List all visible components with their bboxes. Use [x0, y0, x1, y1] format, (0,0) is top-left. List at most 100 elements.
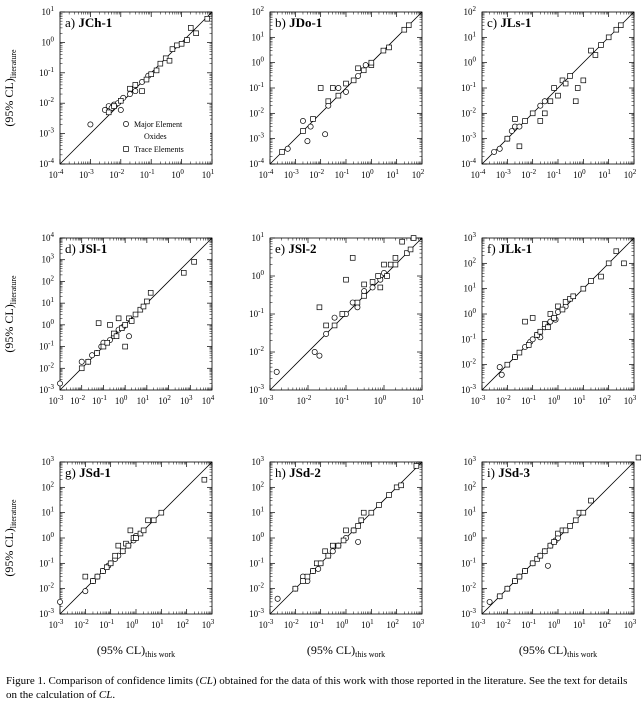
trace-element-point	[132, 82, 139, 88]
trace-element-point	[542, 321, 548, 327]
legend-square-label: Trace Elements	[134, 145, 184, 154]
x-tick-label: 10-1	[92, 394, 107, 406]
trace-element-point	[178, 41, 185, 47]
trace-element-point	[325, 552, 332, 559]
trace-element-point	[174, 42, 180, 49]
trace-element-point	[605, 34, 612, 41]
trace-element-point	[377, 284, 384, 291]
x-tick-label: 102	[158, 394, 171, 406]
x-tick-label: 102	[412, 168, 425, 180]
trace-element-point	[148, 71, 154, 77]
major-oxide-point	[349, 299, 356, 306]
y-tick-label: 10-2	[39, 582, 54, 594]
x-tick-label: 100	[573, 168, 586, 180]
trace-element-point	[522, 318, 528, 325]
trace-element-point	[360, 509, 367, 516]
trace-element-point	[361, 281, 367, 288]
trace-element-point	[551, 85, 557, 91]
y-tick-label: 101	[252, 231, 265, 243]
trace-element-point	[613, 26, 620, 33]
x-tick-label: 101	[361, 618, 374, 630]
trace-element-point	[107, 560, 114, 567]
trace-element-point	[555, 303, 561, 310]
x-tick-label: 10-2	[496, 618, 511, 630]
trace-element-point	[516, 143, 523, 150]
trace-element-point	[125, 542, 132, 549]
trace-element-point	[147, 290, 154, 296]
panel-label-h: h) JSd-2	[275, 465, 321, 480]
trace-element-point	[547, 98, 554, 104]
y-tick-label: 101	[464, 30, 477, 42]
trace-element-point	[193, 30, 199, 36]
y-tick-label: 100	[464, 56, 477, 68]
major-oxide-point	[316, 352, 323, 359]
trace-element-point	[128, 318, 135, 324]
trace-element-point	[516, 349, 523, 356]
trace-element-point	[512, 116, 518, 122]
y-tick-label: 103	[42, 455, 55, 467]
y-tick-label: 10-3	[39, 607, 54, 619]
y-tick-label: 10-3	[249, 132, 264, 144]
panel-label-c: c) JLs-1	[487, 15, 531, 30]
y-tick-label: 101	[42, 5, 55, 17]
panel-a: 10-4 10-3 10-2 10-1 100 101 10-4 10-3 10-2 10-1 10…	[39, 5, 215, 180]
trace-element-point	[635, 454, 641, 461]
trace-element-point	[204, 15, 211, 22]
x-tick-label: 100	[171, 168, 184, 180]
trace-element-point	[169, 46, 176, 52]
trace-element-point	[392, 261, 399, 268]
trace-element-point	[545, 324, 551, 330]
x-tick-label: 10-3	[284, 168, 299, 180]
x-tick-label: 103	[624, 394, 637, 406]
trace-element-point	[588, 278, 594, 284]
x-tick-label: 103	[624, 618, 637, 630]
trace-element-point	[551, 315, 557, 321]
trace-element-point	[522, 118, 528, 124]
x-tick-label: 10-2	[70, 394, 85, 406]
trace-element-point	[534, 556, 540, 562]
trace-element-point	[398, 482, 404, 489]
panel-label-i: i) JSd-3	[487, 465, 530, 480]
panel-c: 10-4 10-3 10-2 10-1 100 101 102 10-4 10-3 10-2 10-…	[461, 5, 637, 180]
major-oxide-point	[537, 102, 544, 109]
trace-element-point	[132, 311, 139, 318]
trace-element-point	[355, 65, 361, 72]
major-oxide-point	[322, 131, 329, 138]
x-tick-label: 101	[386, 168, 399, 180]
x-tick-label: 102	[386, 618, 399, 630]
trace-element-point	[335, 92, 342, 99]
trace-element-point	[562, 80, 569, 87]
x-tick-label: 102	[598, 618, 611, 630]
major-oxide-point	[57, 380, 63, 387]
trace-element-point	[542, 110, 548, 117]
trace-element-point	[331, 322, 338, 329]
trace-element-point	[525, 342, 532, 348]
x-tick-label: 100	[374, 394, 387, 406]
x-tick-label: 10-2	[74, 618, 89, 630]
trace-element-point	[115, 315, 122, 322]
x-tick-label: 100	[336, 618, 349, 630]
trace-element-point	[279, 149, 285, 155]
major-oxide-point	[544, 562, 551, 569]
y-tick-label: 10-2	[39, 361, 54, 373]
trace-element-point	[512, 578, 518, 584]
x-tick-label: 104	[202, 394, 215, 406]
trace-element-point	[399, 238, 405, 245]
major-oxide-point	[541, 98, 548, 105]
trace-element-point	[343, 527, 349, 534]
y-tick-label: 100	[252, 269, 265, 281]
y-tick-label: 10-3	[461, 132, 476, 144]
x-tick-label: 100	[115, 394, 128, 406]
y-tick-label: 102	[464, 5, 477, 17]
panel-f: 10-3 10-2 10-1 100 101 102 103 10-3 10-2 10-1 100 1…	[461, 231, 637, 406]
major-oxide-point	[89, 352, 96, 359]
trace-element-point	[330, 85, 336, 91]
legend-background	[120, 116, 210, 158]
x-tick-label: 100	[548, 618, 561, 630]
y-tick-label: 100	[42, 318, 55, 330]
x-tick-label: 10-4	[49, 168, 64, 180]
y-tick-label: 102	[252, 480, 265, 492]
y-tick-label: 102	[42, 480, 55, 492]
trace-element-point	[122, 343, 128, 350]
major-oxide-point	[508, 128, 515, 134]
